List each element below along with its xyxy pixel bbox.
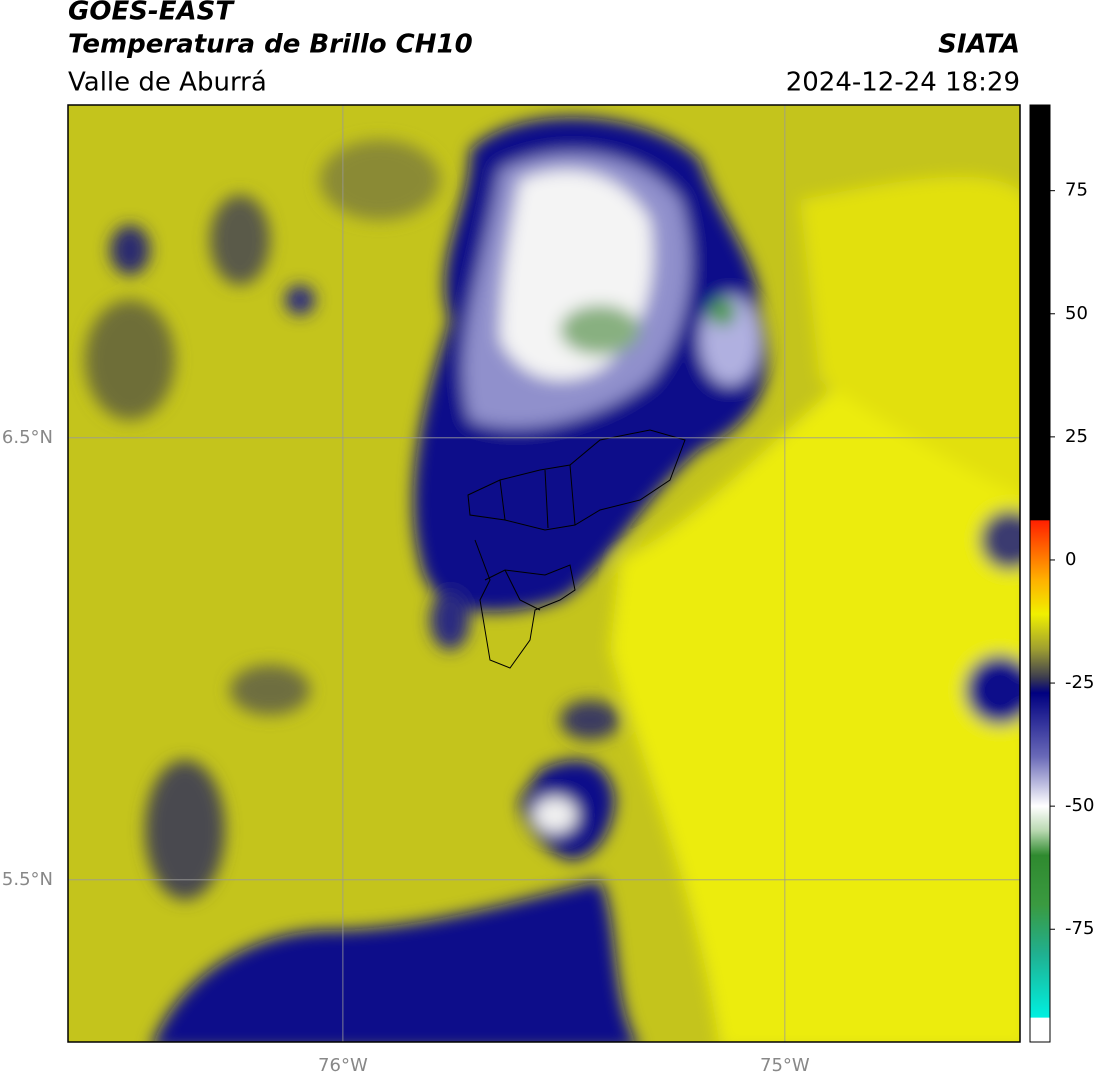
map-frame (67, 104, 1021, 1043)
y-tick-label: 6.5°N (2, 427, 53, 448)
datetime: 2024-12-24 18:29 (786, 68, 1020, 98)
colorbar-tick-label: 25 (1065, 426, 1088, 447)
colorbar-tick-label: -25 (1065, 672, 1094, 693)
colorbar-tick-label: 75 (1065, 180, 1088, 201)
source: SIATA (938, 30, 1020, 60)
x-tick-label: 76°W (318, 1055, 368, 1076)
colorbar-fill (1029, 104, 1051, 1043)
colorbar-tick-label: 0 (1065, 549, 1076, 570)
map-image (68, 105, 1020, 1042)
colorbar-tick-label: -75 (1065, 918, 1094, 939)
product: Temperatura de Brillo CH10 (68, 30, 473, 60)
y-tick-label: 5.5°N (2, 869, 53, 890)
x-tick-label: 75°W (760, 1055, 810, 1076)
satellite: GOES-EAST (68, 0, 235, 27)
grid (68, 105, 1020, 1042)
municipality-outlines (467, 429, 686, 669)
region: Valle de Aburrá (68, 68, 267, 98)
colorbar-tick-label: 50 (1065, 303, 1088, 324)
colorbar-tick-label: -50 (1065, 795, 1094, 816)
colorbar: -75 -50 -25 0 25 50 75 (1029, 104, 1094, 1043)
